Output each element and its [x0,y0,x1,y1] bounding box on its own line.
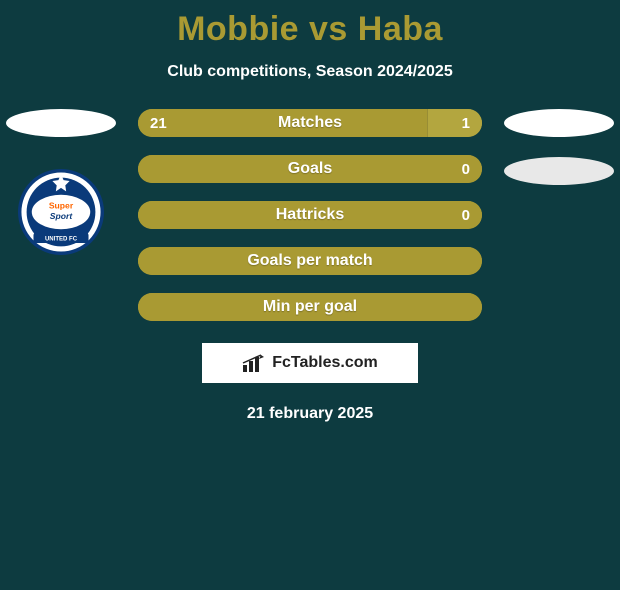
stat-value-right: 0 [462,201,470,229]
stat-bars: Matches211Goals0Hattricks0Goals per matc… [138,109,482,321]
stat-value-left: 21 [150,109,167,137]
svg-text:UNITED FC: UNITED FC [45,236,78,242]
stat-value-right: 0 [462,155,470,183]
stat-label: Hattricks [138,201,482,229]
player-right-oval [504,109,614,137]
club-badge-left: Super Sport UNITED FC [18,169,104,255]
player-left-oval [6,109,116,137]
stat-row: Hattricks0 [138,201,482,229]
stat-label: Matches [138,109,482,137]
stat-row: Min per goal [138,293,482,321]
footer-date: 21 february 2025 [0,405,620,423]
bar-chart-icon [242,353,266,373]
supersport-badge-icon: Super Sport UNITED FC [18,169,104,255]
stat-label: Goals per match [138,247,482,275]
stat-value-right: 1 [462,109,470,137]
comparison-subtitle: Club competitions, Season 2024/2025 [0,63,620,81]
svg-text:Sport: Sport [50,211,74,221]
svg-text:Super: Super [49,201,74,211]
stat-row: Goals per match [138,247,482,275]
player-right-oval-2 [504,157,614,185]
comparison-main: Super Sport UNITED FC Matches211Goals0Ha… [0,109,620,321]
stat-row: Matches21 1 [138,109,482,137]
comparison-title: Mobbie vs Haba [0,10,620,49]
fctables-logo[interactable]: FcTables.com [202,343,418,383]
fctables-text: FcTables.com [272,354,378,372]
stat-label: Min per goal [138,293,482,321]
stat-label: Goals [138,155,482,183]
stat-row: Goals0 [138,155,482,183]
